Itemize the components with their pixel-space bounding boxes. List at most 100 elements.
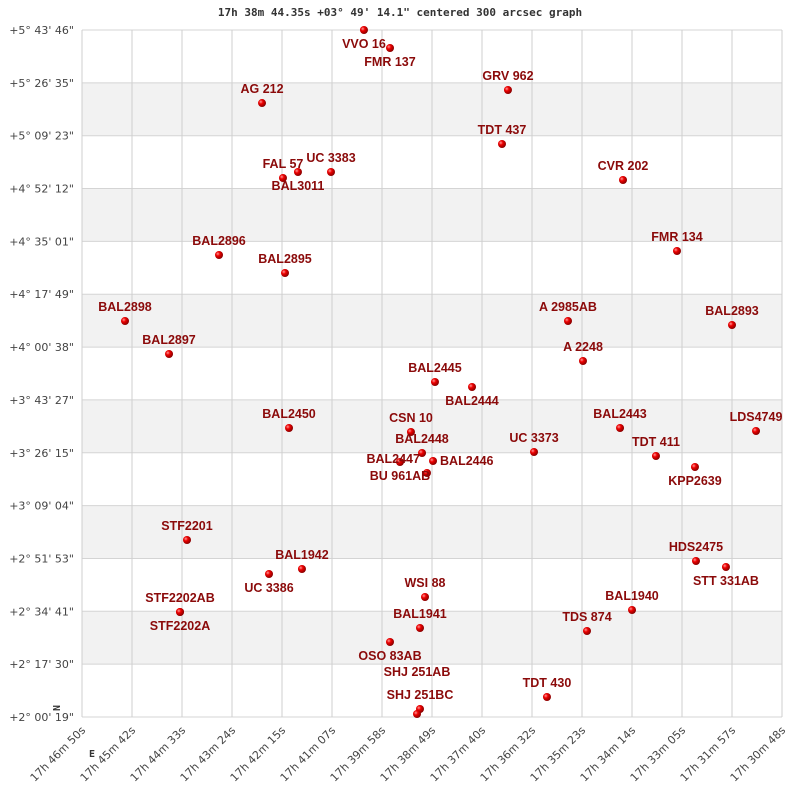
star-label: LDS4749 xyxy=(730,410,783,424)
star-label: HDS2475 xyxy=(669,540,723,554)
star-point xyxy=(258,99,267,108)
star-point xyxy=(285,424,294,433)
star-label: TDS 874 xyxy=(562,610,611,624)
star-label: OSO 83AB xyxy=(358,649,421,663)
y-tick-label: +3° 09' 04" xyxy=(9,500,74,513)
y-tick-label: +3° 26' 15" xyxy=(9,447,74,460)
star-point xyxy=(297,565,306,574)
star-point xyxy=(165,350,174,359)
star-label: BAL1940 xyxy=(605,589,659,603)
star-point xyxy=(429,457,438,466)
star-label: TDT 430 xyxy=(523,676,572,690)
chart-title: 17h 38m 44.35s +03° 49' 14.1" centered 3… xyxy=(217,6,583,19)
star-point xyxy=(691,557,700,566)
star-point xyxy=(293,168,302,177)
star-point xyxy=(542,693,551,702)
star-point xyxy=(413,710,422,719)
star-point xyxy=(278,174,287,183)
star-label: BAL2448 xyxy=(395,432,449,446)
star-point xyxy=(530,448,539,457)
star-label: SHJ 251AB xyxy=(384,665,451,679)
star-point xyxy=(395,458,404,467)
star-label: CSN 10 xyxy=(389,411,433,425)
star-point xyxy=(421,593,430,602)
y-tick-label: +4° 17' 49" xyxy=(9,288,74,301)
star-label: BAL2450 xyxy=(262,407,316,421)
y-tick-label: +5° 26' 35" xyxy=(9,77,74,90)
star-label: TDT 437 xyxy=(478,123,527,137)
star-point xyxy=(752,427,761,436)
star-label: BAL2895 xyxy=(258,252,312,266)
star-point xyxy=(616,424,625,433)
star-point xyxy=(386,44,395,53)
y-tick-label: +5° 43' 46" xyxy=(9,24,74,37)
y-tick-label: +2° 51' 53" xyxy=(9,552,74,565)
star-point xyxy=(582,627,591,636)
star-point xyxy=(498,140,506,149)
star-label: BAL2443 xyxy=(593,407,647,421)
star-point xyxy=(468,383,477,392)
y-tick-label: +2° 34' 41" xyxy=(9,605,74,618)
star-label: UC 3373 xyxy=(509,431,558,445)
y-tick-label: +3° 43' 27" xyxy=(9,394,74,407)
star-point xyxy=(176,608,185,617)
star-point xyxy=(430,378,439,387)
star-label: BAL1941 xyxy=(393,607,447,621)
star-label: STF2202A xyxy=(150,619,210,633)
star-label: TDT 411 xyxy=(632,435,680,449)
star-label: STT 331AB xyxy=(693,574,759,588)
star-label: BAL2897 xyxy=(142,333,196,347)
star-label: BAL2893 xyxy=(705,304,759,318)
star-label: STF2201 xyxy=(161,519,212,533)
star-point xyxy=(721,562,730,571)
star-label: BAL2446 xyxy=(440,454,494,468)
star-point xyxy=(673,247,681,256)
star-label: A 2985AB xyxy=(539,300,597,314)
star-label: UC 3383 xyxy=(306,151,355,165)
chart-title-row: 17h 38m 44.35s +03° 49' 14.1" centered 3… xyxy=(0,6,800,19)
star-point xyxy=(327,168,336,177)
star-label: BAL2447 xyxy=(366,452,420,466)
star-label: WSI 88 xyxy=(405,576,446,590)
star-label: BAL2444 xyxy=(445,394,499,408)
y-tick-label: +4° 00' 38" xyxy=(9,341,74,354)
star-point xyxy=(578,357,587,366)
star-point xyxy=(628,606,637,615)
y-tick-label: +5° 09' 23" xyxy=(9,130,74,143)
star-label: A 2248 xyxy=(563,340,603,354)
star-point xyxy=(281,269,290,278)
star-label: KPP2639 xyxy=(668,474,722,488)
star-label: STF2202AB xyxy=(145,591,214,605)
star-point xyxy=(503,86,512,95)
star-point xyxy=(651,452,660,461)
star-point xyxy=(418,449,427,458)
star-label: FMR 134 xyxy=(651,230,702,244)
star-label: CVR 202 xyxy=(598,159,649,173)
star-label: BAL1942 xyxy=(275,548,329,562)
y-tick-label: +4° 52' 12" xyxy=(9,183,74,196)
star-point xyxy=(422,469,431,478)
star-label: SHJ 251BC xyxy=(387,688,454,702)
star-label: FAL 57 xyxy=(263,157,304,171)
star-point xyxy=(265,570,274,579)
north-marker: N xyxy=(52,705,63,711)
star-point xyxy=(563,317,572,326)
star-label: UC 3386 xyxy=(244,581,293,595)
star-label: BAL2445 xyxy=(408,361,462,375)
star-point xyxy=(690,463,699,472)
star-point xyxy=(619,176,628,185)
star-label: AG 212 xyxy=(240,82,283,96)
y-tick-label: +4° 35' 01" xyxy=(9,235,74,248)
star-label: BAL2898 xyxy=(98,300,152,314)
star-label: BU 961AB xyxy=(370,469,430,483)
star-point xyxy=(415,624,424,633)
star-label: BAL2896 xyxy=(192,234,246,248)
star-label: BAL3011 xyxy=(272,179,325,193)
star-point xyxy=(121,317,130,326)
star-point xyxy=(215,251,224,260)
y-tick-label: +2° 17' 30" xyxy=(9,658,74,671)
star-label: GRV 962 xyxy=(482,69,533,83)
star-point xyxy=(406,428,415,437)
star-label: VVO 16 xyxy=(342,37,386,51)
